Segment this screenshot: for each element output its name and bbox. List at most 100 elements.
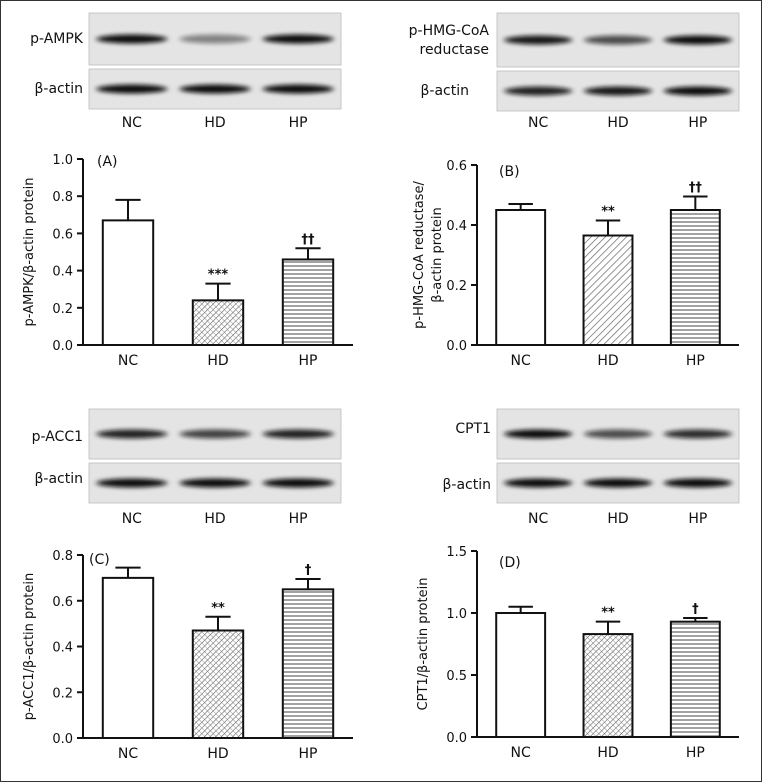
y-tick-label: 0.8 [52,549,73,564]
blot-label: reductase [420,42,490,58]
blot-band [584,35,652,45]
x-tick-label: NC [511,745,531,761]
y-tick-label: 0.2 [52,302,73,317]
panel-tag: (B) [499,164,520,180]
significance-label: ** [601,205,615,220]
lane-label: NC [528,511,548,527]
lane-label: NC [528,115,548,131]
y-tick-label: 0.0 [52,339,73,354]
chart-svg: CPT1 β-actin NC HD HP 0.0 0.5 1.0 1.5 CPT1/β-acti… [416,408,740,761]
x-tick-label: HP [686,745,705,761]
x-tick-label: NC [511,353,531,369]
lane-label: HP [289,511,308,527]
blot-band [663,35,732,45]
lane-label: HP [688,511,707,527]
blot-band [504,86,573,96]
blot-label: β-actin [442,477,491,493]
y-axis-title: p-HMG-CoA reductase/ [412,181,427,329]
x-tick-label: NC [118,746,138,762]
blot-band [584,478,652,488]
chart-panel: p-AMPK β-actin NC HD HP 0.0 0.2 0.4 0.6 0.8 1.0 p-A… [1,1,381,391]
significance-label: *** [208,268,229,283]
y-tick-label: 0.2 [52,686,73,701]
chart-panel: p-HMG-CoA reductase β-actin NC HD HP 0.0 0.2 0.4… [381,1,761,391]
lane-label: HP [289,115,308,131]
chart-svg: p-HMG-CoA reductase β-actin NC HD HP 0.0 0.2 0.4… [409,12,740,369]
blot-band [96,429,168,439]
y-tick-label: 1.0 [446,607,467,622]
blot-band [179,34,251,44]
blot-band [663,478,732,488]
y-tick-label: 0.6 [446,159,467,174]
bar [495,209,547,346]
blot-band [262,429,334,439]
blot-band [96,478,168,488]
y-tick-label: 0.4 [446,219,467,234]
blot-label: p-AMPK [30,31,84,47]
y-tick-label: 0.6 [52,595,73,610]
blot-band [663,429,732,439]
x-tick-label: HD [207,353,228,369]
y-axis-title: β-actin protein [430,207,445,302]
y-tick-label: 0.2 [446,279,467,294]
bar [582,234,634,346]
blot-band [663,86,732,96]
blot-label: β-actin [420,83,469,99]
blot-band [504,478,573,488]
blot-band [504,429,573,439]
y-axis-title: p-AMPK/β-actin protein [22,178,37,327]
bar [281,258,335,346]
lane-label: HD [607,115,628,131]
bar [669,209,721,346]
bar [281,588,335,739]
significance-label: ** [211,601,225,616]
blot-band [584,86,652,96]
x-tick-label: HP [299,353,318,369]
chart-svg: p-AMPK β-actin NC HD HP 0.0 0.2 0.4 0.6 0.8 1.0 p-A… [22,12,353,369]
y-axis-title: p-ACC1/β-actin protein [22,573,37,721]
lane-label: HD [204,115,225,131]
y-tick-label: 0.6 [52,227,73,242]
bar [191,629,245,739]
significance-label: †† [689,181,703,196]
blot-band [262,478,334,488]
y-tick-label: 0.0 [446,731,467,746]
y-tick-label: 1.0 [52,153,73,168]
blot-label: p-ACC1 [32,429,83,445]
lane-label: NC [122,511,142,527]
bar [101,219,155,347]
bar [191,299,245,346]
chart-svg: p-ACC1 β-actin NC HD HP 0.0 0.2 0.4 0.6 0.8 p-ACC1… [22,408,353,762]
y-tick-label: 0.0 [52,732,73,747]
blot-label: p-HMG-CoA [409,23,490,39]
blot-band [262,84,334,94]
lane-label: HD [607,511,628,527]
bar [669,620,721,738]
x-tick-label: HP [686,353,705,369]
chart-panel: CPT1 β-actin NC HD HP 0.0 0.5 1.0 1.5 CPT1/β-acti… [381,391,761,781]
panel-tag: (A) [97,154,118,170]
blot-band [504,35,573,45]
blot-band [179,429,251,439]
y-tick-label: 0.0 [446,339,467,354]
blot-label: CPT1 [455,421,491,437]
bar [101,576,155,739]
y-tick-label: 0.4 [52,265,73,280]
blot-band [179,84,251,94]
blot-band [584,429,652,439]
significance-label: † [305,563,312,578]
x-tick-label: NC [118,353,138,369]
y-axis-title: CPT1/β-actin protein [416,578,431,711]
chart-panel: p-ACC1 β-actin NC HD HP 0.0 0.2 0.4 0.6 0.8 p-ACC1… [1,391,381,781]
significance-label: † [692,602,699,617]
blot-label: β-actin [34,81,83,97]
bar [582,633,634,738]
panel-tag: (C) [89,552,110,568]
y-tick-label: 0.5 [446,669,467,684]
significance-label: †† [302,232,316,247]
blot-band [96,34,168,44]
panel-tag: (D) [499,555,521,571]
lane-label: NC [122,115,142,131]
y-tick-label: 1.5 [446,545,467,560]
